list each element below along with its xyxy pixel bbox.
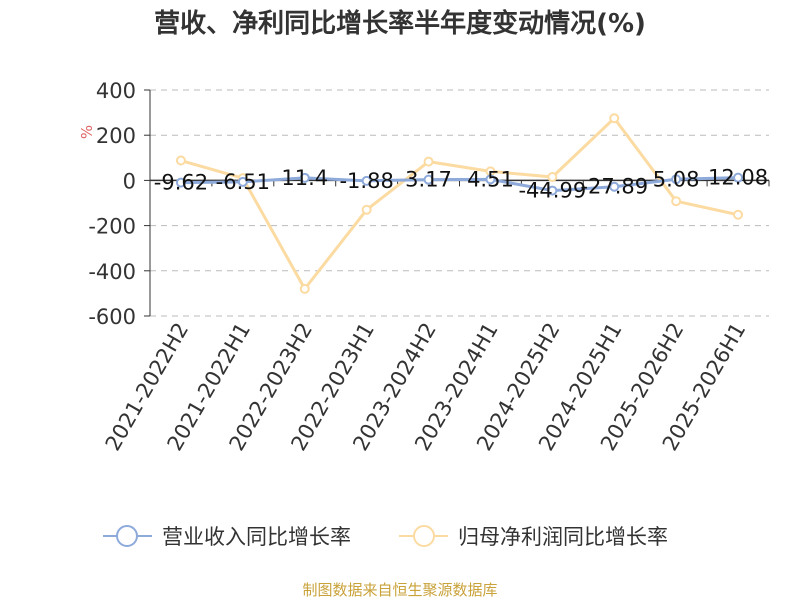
data-point-revenue[interactable] [423,174,434,185]
series-layer [175,113,744,294]
data-label-revenue: -6.51 [216,170,270,194]
data-point-revenue[interactable] [671,174,682,185]
legend-marker-revenue [116,525,138,547]
data-point-revenue[interactable] [485,174,496,185]
series-line-revenue [180,176,739,193]
data-point-net-profit[interactable] [423,156,434,167]
y-tick-label: -600 [88,305,136,329]
data-point-net-profit[interactable] [609,113,620,124]
data-label-revenue: 5.08 [653,167,700,191]
y-tick-label: 0 [123,169,136,193]
y-tick-label: 200 [96,124,136,148]
data-label-revenue: 12.08 [708,166,768,190]
legend-marker-net-profit [413,525,435,547]
data-label-revenue: 4.51 [467,167,514,191]
legend-item-revenue[interactable]: 营业收入同比增长率 [103,525,351,549]
data-point-net-profit[interactable] [175,155,186,166]
data-point-net-profit[interactable] [547,172,558,183]
data-label-revenue: -9.62 [154,171,208,195]
y-axis-unit-label: % [78,125,96,139]
data-point-net-profit[interactable] [361,204,372,215]
data-point-net-profit[interactable] [733,209,744,220]
series-line-net-profit [180,116,739,291]
data-point-revenue[interactable] [547,185,558,196]
data-point-revenue[interactable] [237,176,248,187]
legend-label-revenue: 营业收入同比增长率 [162,525,351,549]
legend-item-net-profit[interactable]: 归母净利润同比增长率 [399,525,668,549]
legend-label-net-profit: 归母净利润同比增长率 [458,525,668,549]
source-footer: 制图数据来自恒生聚源数据库 [302,581,497,599]
data-point-revenue[interactable] [609,181,620,192]
data-point-revenue[interactable] [733,172,744,183]
y-tick-label: -200 [88,215,136,239]
data-point-revenue[interactable] [361,175,372,186]
data-point-net-profit[interactable] [299,283,310,294]
data-label-revenue: -1.88 [339,169,393,193]
data-label-revenue: -44.99 [518,179,586,203]
data-point-revenue[interactable] [299,172,310,183]
grid-lines [150,89,769,317]
y-axis-ticks: 400 200 0 -200 -400 -600 [88,79,150,329]
x-axis: 2021-2022H22021-2022H12022-2023H22022-20… [101,90,770,455]
legend[interactable]: 营业收入同比增长率 归母净利润同比增长率 [103,525,668,549]
data-label-revenue: 3.17 [405,168,452,192]
data-point-net-profit[interactable] [671,196,682,207]
y-tick-label: -400 [88,260,136,284]
data-label-revenue: -27.89 [580,175,648,199]
y-tick-label: 400 [96,79,136,103]
data-point-revenue[interactable] [175,177,186,188]
data-labels: -9.62 -6.51 11.4 -1.88 3.17 4.51 -44.99-27.89 5… [154,166,768,203]
data-label-revenue: 11.4 [281,166,328,190]
chart-title: 营收、净利同比增长率半年度变动情况(%) [154,8,646,39]
